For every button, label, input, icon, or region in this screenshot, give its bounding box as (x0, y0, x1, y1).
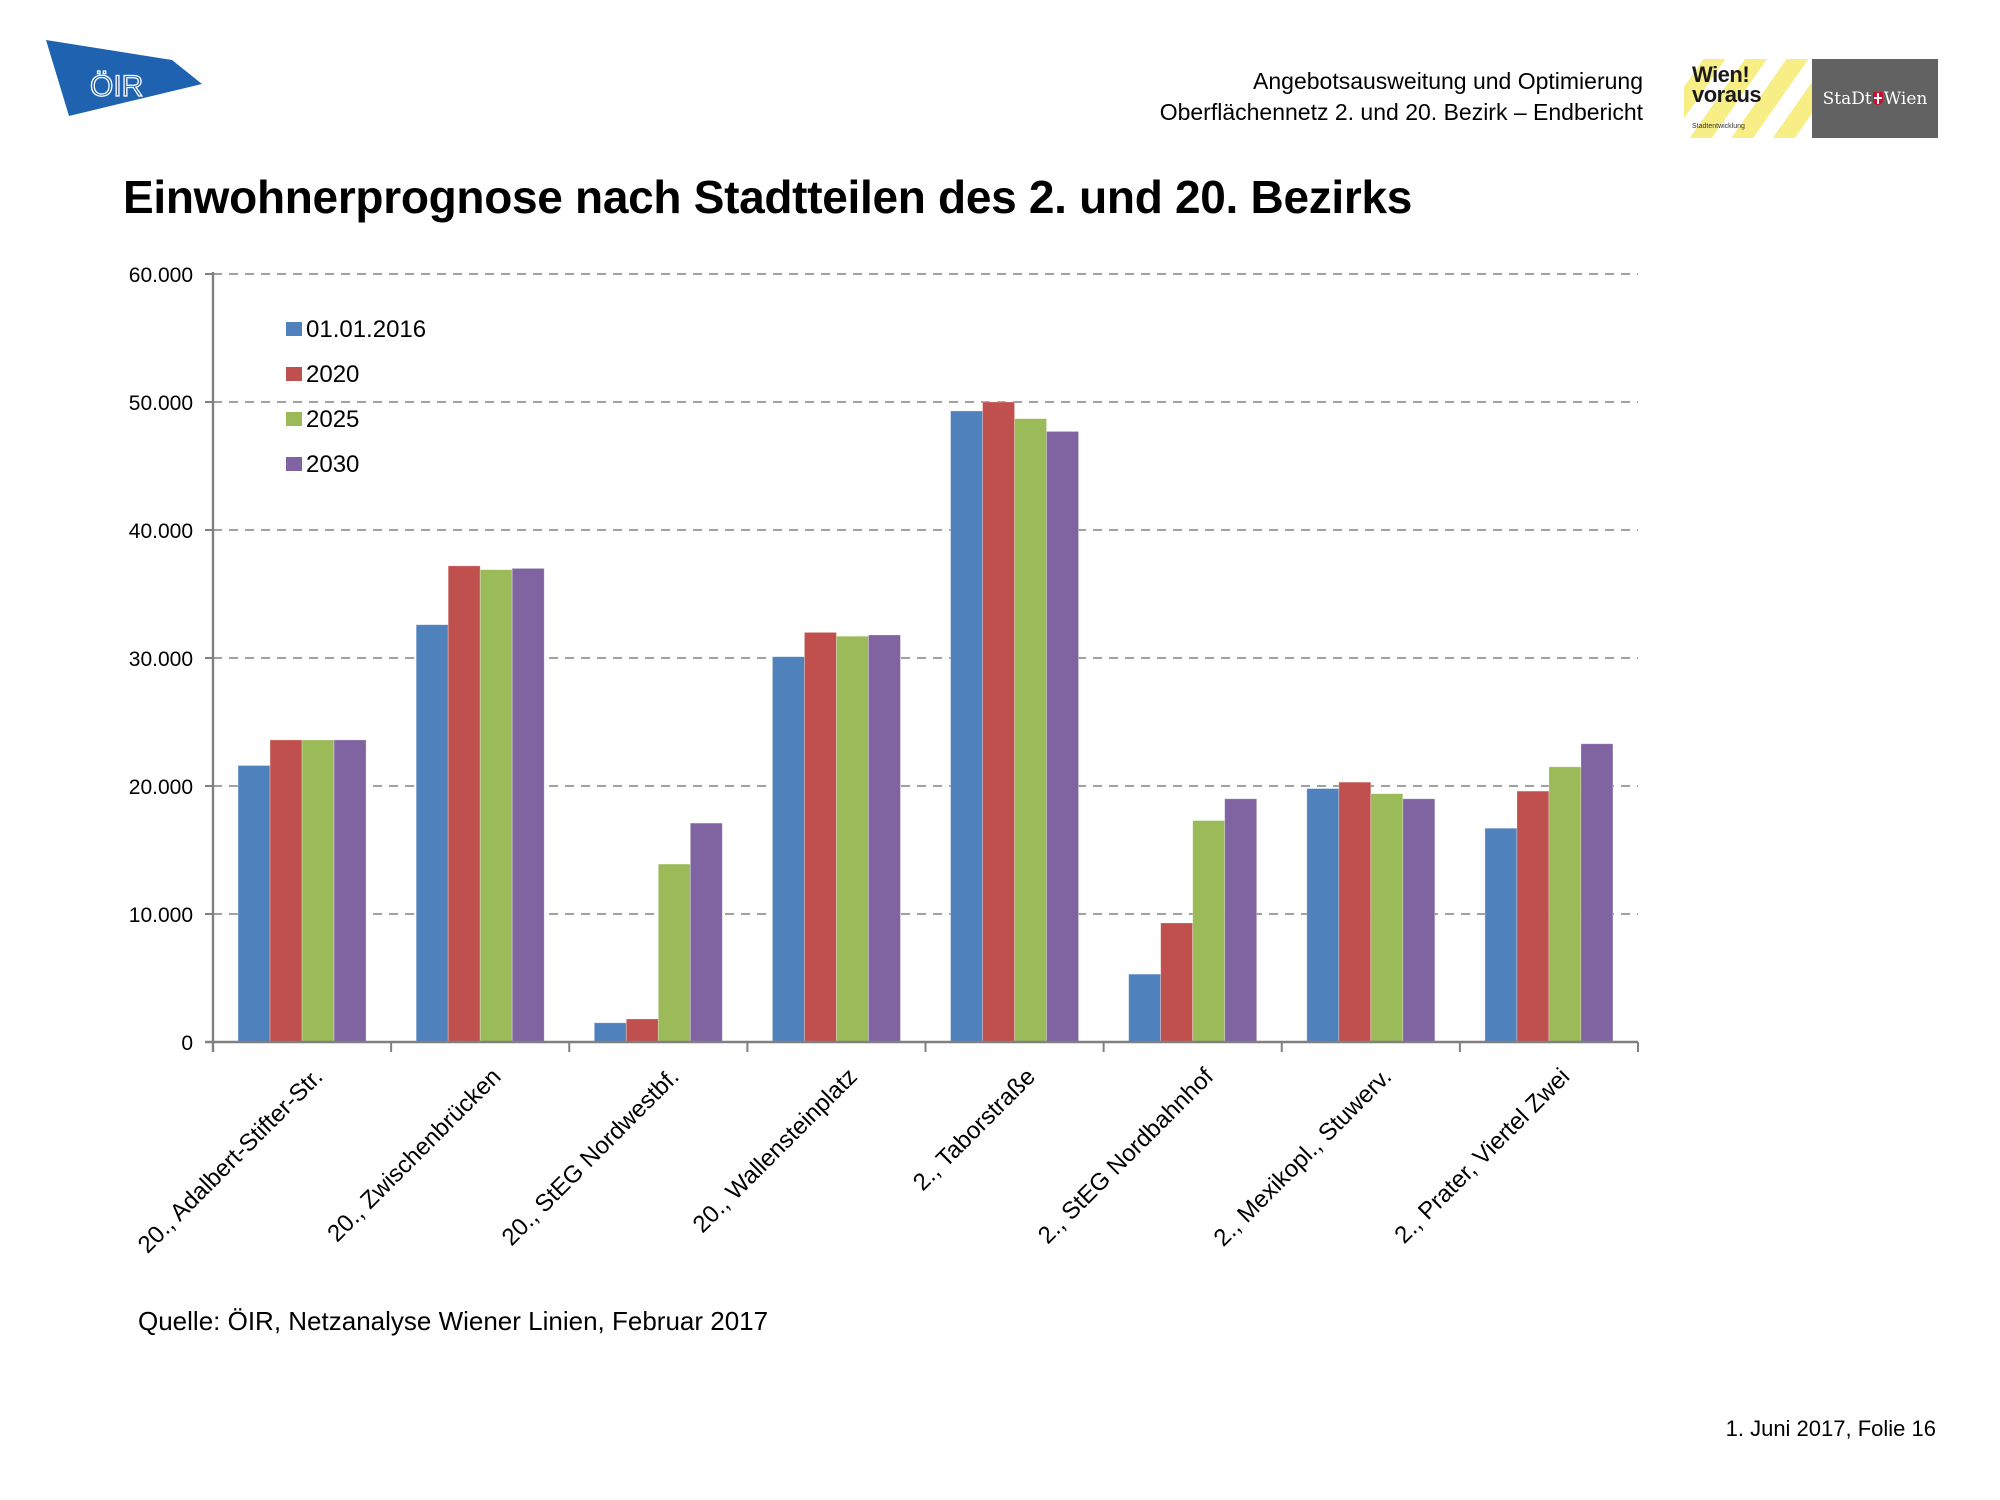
y-tick-label: 60.000 (129, 264, 193, 287)
wien-voraus-subtitle: Stadtentwicklung (1692, 123, 1745, 130)
bar-2030-6 (1402, 798, 1436, 1043)
stadt-wien-right: Wien (1883, 88, 1928, 109)
bar-2025-0 (301, 739, 335, 1043)
bar-2020-1 (447, 565, 481, 1043)
x-tick-label: 20., StEG Nordwestbf. (497, 1063, 685, 1251)
legend-swatch-01-01-2016 (286, 322, 302, 336)
y-tick-label: 10.000 (129, 904, 193, 927)
bar-01-01-2016-0 (237, 765, 271, 1043)
bar-2020-4 (982, 401, 1015, 1043)
legend-swatch-2030 (286, 457, 302, 471)
bar-2025-4 (1014, 418, 1047, 1043)
x-tick-label: 20., Wallensteinplatz (688, 1063, 863, 1238)
bar-01-01-2016-7 (1484, 827, 1518, 1043)
wien-voraus-logo: Wien! voraus Stadtentwicklung (1684, 59, 1812, 138)
y-tick-label: 0 (181, 1032, 193, 1055)
bar-2020-0 (269, 739, 303, 1043)
stadt-wien-logo: StaDt Wien (1812, 59, 1938, 138)
bar-01-01-2016-1 (415, 624, 449, 1043)
legend-label: 2025 (306, 406, 359, 433)
oir-logo: ÖIR (46, 40, 202, 116)
bar-chart: 0 10.000 20.000 30.000 40.000 50.000 60.000 20… (129, 264, 1639, 1259)
x-tick-labels: 20., Adalbert-Stifter-Str.20., Zwischenb… (133, 1063, 1575, 1259)
bar-2025-6 (1370, 793, 1404, 1043)
legend-label: 2020 (306, 361, 359, 388)
oir-logo-flag-icon (46, 40, 202, 116)
wien-voraus-title: Wien! voraus (1692, 62, 1762, 107)
axes (205, 272, 1639, 1052)
legend-label: 2030 (306, 451, 359, 478)
report-header: Angebotsausweitung und Optimierung Oberf… (1160, 66, 1643, 128)
legend: 01.01.2016 2020 2025 2030 (286, 316, 426, 478)
bar-2025-2 (657, 863, 691, 1043)
bar-01-01-2016-5 (1128, 973, 1162, 1043)
bar-2025-5 (1192, 820, 1226, 1043)
legend-swatch-2025 (286, 412, 302, 426)
x-tick-label: 2., Taborstraße (908, 1063, 1041, 1196)
bars (237, 401, 1614, 1043)
report-title-line1: Angebotsausweitung und Optimierung (1253, 68, 1643, 94)
y-tick-labels: 0 10.000 20.000 30.000 40.000 50.000 60.000 (129, 264, 193, 1055)
bar-2020-5 (1160, 922, 1194, 1043)
bar-2030-5 (1224, 798, 1258, 1043)
legend-label: 01.01.2016 (306, 316, 426, 343)
bar-2020-2 (625, 1018, 659, 1043)
vienna-shield-icon (1872, 92, 1883, 105)
bar-2030-2 (689, 822, 723, 1043)
x-tick-label: 2., Prater, Viertel Zwei (1389, 1063, 1575, 1249)
bar-2030-7 (1580, 743, 1614, 1043)
bar-01-01-2016-6 (1306, 788, 1340, 1043)
footer-date-slide: 1. Juni 2017, Folie 16 (1725, 1416, 1936, 1441)
bar-2025-1 (479, 569, 513, 1043)
bar-2020-7 (1516, 790, 1550, 1043)
bar-2025-3 (836, 635, 869, 1043)
bar-2030-3 (868, 634, 901, 1043)
page-title: Einwohnerprognose nach Stadtteilen des 2… (123, 171, 1413, 223)
stadt-wien-left: StaDt (1822, 88, 1872, 109)
legend-swatch-2020 (286, 367, 302, 381)
y-tick-label: 40.000 (129, 520, 193, 543)
y-tick-label: 50.000 (129, 392, 193, 415)
x-tick-label: 20., Adalbert-Stifter-Str. (133, 1063, 328, 1258)
y-tick-label: 20.000 (129, 776, 193, 799)
bar-2025-7 (1548, 766, 1582, 1043)
bar-2020-3 (804, 632, 837, 1043)
x-tick-label: 2., StEG Nordbahnhof (1033, 1063, 1219, 1249)
bar-01-01-2016-4 (950, 410, 983, 1043)
oir-logo-text: ÖIR (90, 70, 143, 103)
bar-01-01-2016-2 (593, 1022, 627, 1043)
y-tick-label: 30.000 (129, 648, 193, 671)
source-note: Quelle: ÖIR, Netzanalyse Wiener Linien, … (138, 1306, 769, 1336)
bar-2030-1 (511, 568, 545, 1043)
x-tick-label: 20., Zwischenbrücken (322, 1063, 506, 1247)
bar-2030-0 (333, 739, 367, 1043)
bar-2030-4 (1046, 431, 1079, 1043)
bar-2020-6 (1338, 781, 1372, 1043)
report-title-line2: Oberflächennetz 2. und 20. Bezirk – Endb… (1159, 99, 1643, 125)
x-tick-label: 2., Mexikopl., Stuwerv. (1209, 1063, 1398, 1252)
bar-01-01-2016-3 (772, 656, 805, 1043)
